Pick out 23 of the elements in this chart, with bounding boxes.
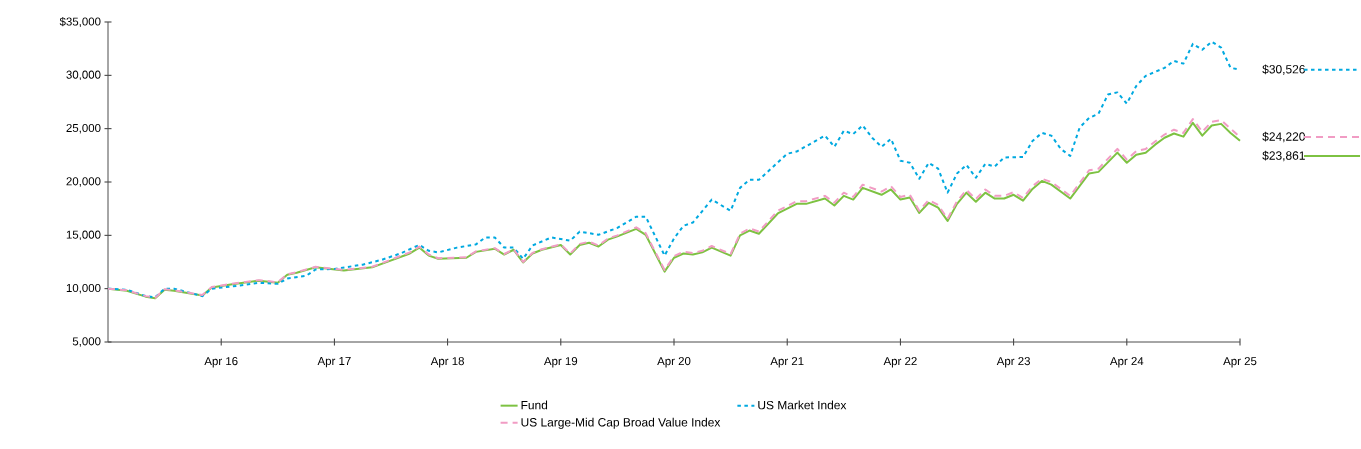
legend-label: US Market Index — [758, 400, 847, 410]
y-tick-label: 10,000 — [66, 283, 101, 294]
y-tick-label: 25,000 — [66, 123, 101, 134]
x-tick-label: Apr 18 — [430, 357, 464, 368]
annotation: $30,526 — [1262, 64, 1305, 75]
x-tick-label: Apr 23 — [996, 357, 1030, 368]
annotation: $24,220 — [1262, 131, 1305, 143]
y-tick-label: 5,000 — [72, 337, 101, 347]
y-tick-label: 15,000 — [66, 230, 101, 241]
y-tick-label: 20,000 — [66, 177, 101, 187]
y-tick-label: $35,000 — [59, 17, 101, 27]
x-tick-label: Apr 25 — [1223, 357, 1257, 368]
x-tick-label: Apr 19 — [543, 357, 578, 368]
x-tick-label: Apr 21 — [770, 357, 804, 368]
y-tick-label: 30,000 — [66, 70, 101, 81]
x-tick-label: Apr 17 — [317, 357, 351, 368]
x-tick-label: Apr 24 — [1109, 357, 1144, 368]
annotation: $23,861 — [1262, 150, 1305, 162]
x-tick-label: Apr 16 — [204, 357, 238, 368]
x-tick-label: Apr 22 — [883, 357, 917, 368]
x-tick-label: Apr 20 — [657, 357, 691, 368]
legend-label: Fund — [521, 400, 548, 410]
legend-label: US Large-Mid Cap Broad Value Index — [521, 417, 721, 429]
